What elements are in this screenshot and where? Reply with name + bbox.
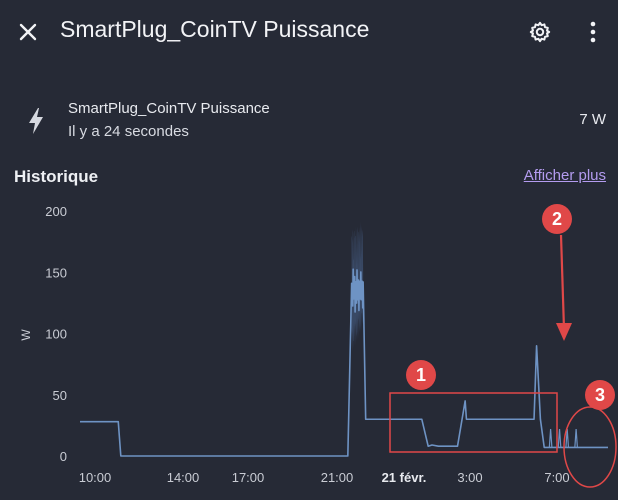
y-axis-label: W	[19, 329, 33, 341]
history-heading: Historique	[14, 167, 99, 186]
dialog-title: SmartPlug_CoinTV Puissance	[60, 16, 370, 42]
annotation-label-2: 2	[552, 209, 562, 229]
x-tick-label: 21 févr.	[382, 470, 427, 485]
entity-name: SmartPlug_CoinTV Puissance	[68, 100, 270, 117]
annotation-badge-2: 2	[542, 204, 572, 234]
annotation-box-1	[389, 392, 558, 453]
y-tick-label: 100	[45, 327, 67, 342]
more-vertical-icon	[590, 21, 596, 43]
power-spike	[557, 429, 562, 448]
top-app-bar: SmartPlug_CoinTV Puissance	[0, 0, 618, 64]
more-options-button[interactable]	[578, 14, 608, 50]
x-tick-label: 10:00	[79, 470, 112, 485]
show-more-link[interactable]: Afficher plus	[523, 167, 606, 184]
annotation-arrowhead-2	[556, 323, 572, 341]
annotation-label-3: 3	[595, 385, 605, 405]
flash-icon	[29, 108, 43, 134]
annotation-badge-3: 3	[585, 380, 615, 410]
entity-last-changed: Il y a 24 secondes	[68, 123, 189, 140]
power-spike	[548, 429, 553, 448]
close-button[interactable]	[10, 14, 46, 50]
x-tick-label: 3:00	[457, 470, 482, 485]
annotation-arrow-2	[559, 234, 566, 330]
annotation-badge-1: 1	[406, 360, 436, 390]
power-spike	[574, 429, 578, 448]
entity-row[interactable]	[0, 90, 618, 150]
y-tick-label: 200	[45, 204, 67, 219]
y-tick-label: 50	[53, 388, 67, 403]
x-tick-label: 17:00	[232, 470, 265, 485]
y-tick-label: 150	[45, 265, 67, 280]
x-tick-label: 21:00	[321, 470, 354, 485]
gear-icon	[529, 21, 551, 43]
entity-state: 7 W	[579, 111, 606, 128]
close-icon	[19, 23, 37, 41]
annotation-label-1: 1	[416, 365, 426, 385]
power-series-line	[80, 268, 608, 457]
settings-button[interactable]	[522, 14, 558, 50]
annotation-ellipse-3	[563, 406, 617, 488]
x-tick-label: 7:00	[544, 470, 569, 485]
x-tick-label: 14:00	[167, 470, 200, 485]
y-tick-label: 0	[60, 449, 67, 464]
